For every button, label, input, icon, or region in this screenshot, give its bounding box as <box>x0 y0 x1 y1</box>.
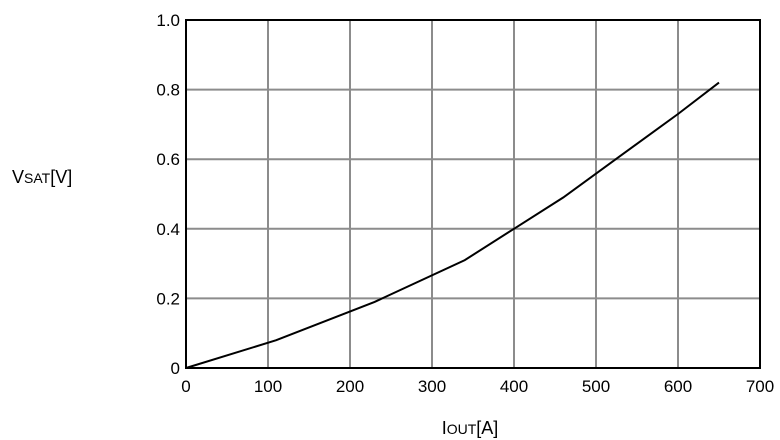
x-tick-label: 0 <box>181 377 190 396</box>
x-tick-label: 600 <box>664 377 692 396</box>
series-line <box>185 81 720 369</box>
x-tick-label: 500 <box>582 377 610 396</box>
x-axis-label-unit: [A] <box>476 418 498 438</box>
y-axis-label-unit: [V] <box>50 167 72 187</box>
y-axis-label-sub: SAT <box>24 170 51 186</box>
x-axis-label-main: I <box>442 418 447 438</box>
x-tick-label: 400 <box>500 377 528 396</box>
x-tick-labels: 0 100 200 300 400 500 600 700 <box>181 377 774 396</box>
y-tick-label: 0 <box>171 359 180 378</box>
y-tick-label: 0.8 <box>156 81 180 100</box>
y-tick-label: 0.4 <box>156 220 180 239</box>
y-axis-label-main: V <box>12 167 24 187</box>
x-tick-label: 700 <box>746 377 774 396</box>
y-tick-label: 0.6 <box>156 150 180 169</box>
x-tick-label: 200 <box>336 377 364 396</box>
x-axis-label-sub: OUT <box>447 421 477 437</box>
y-axis-label: VSAT[V] <box>12 167 72 187</box>
x-tick-label: 300 <box>418 377 446 396</box>
plot-frame <box>185 19 761 369</box>
y-tick-label: 1.0 <box>156 11 180 30</box>
x-tick-label: 100 <box>254 377 282 396</box>
y-tick-label: 0.2 <box>156 289 180 308</box>
grid <box>185 19 761 369</box>
x-axis-label: IOUT[A] <box>442 418 499 438</box>
y-tick-labels: 0 0.2 0.4 0.6 0.8 1.0 <box>156 11 180 378</box>
